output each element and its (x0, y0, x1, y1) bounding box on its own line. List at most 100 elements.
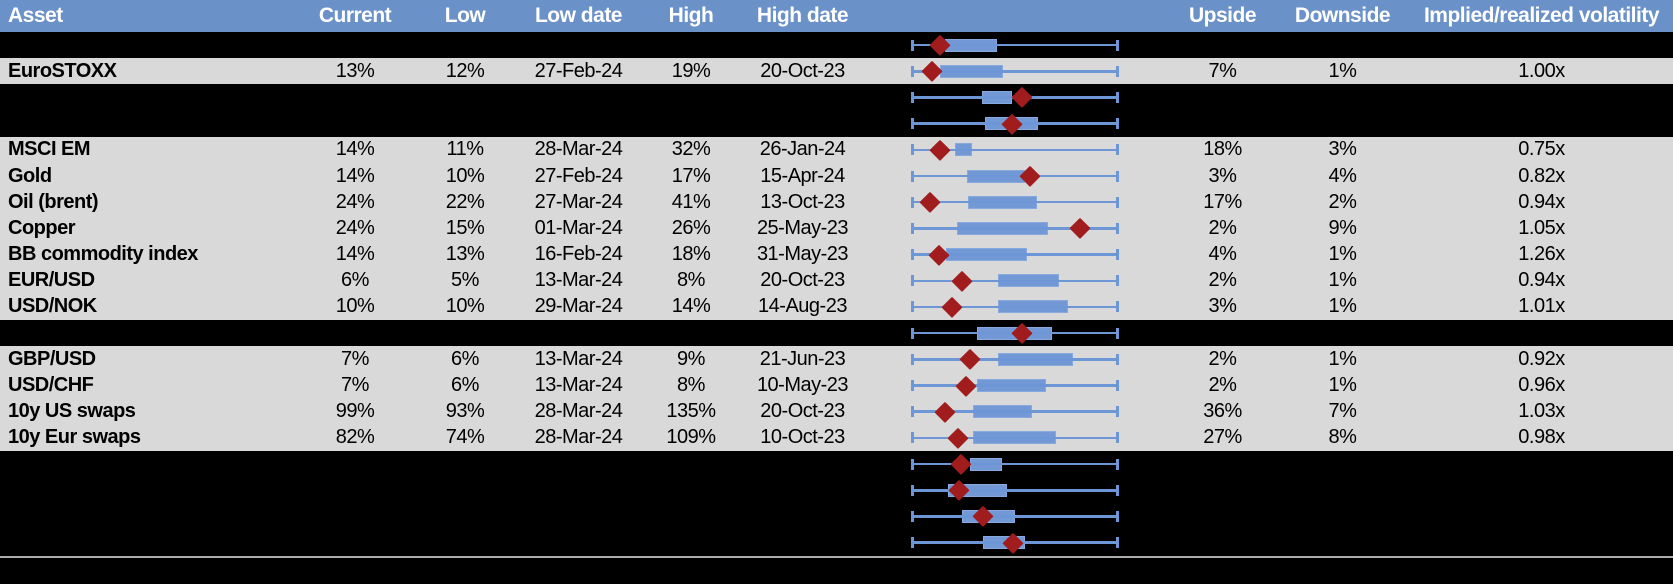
cell-asset[interactable]: USD/NOK (8, 295, 97, 318)
cell-upside[interactable] (1170, 84, 1275, 110)
cell-boxplot[interactable] (860, 320, 1170, 346)
cell-downside[interactable]: 2% (1328, 190, 1357, 213)
cell-implied-realized-volatility[interactable] (1410, 111, 1673, 137)
cell-upside[interactable] (1170, 111, 1275, 137)
cell-low-date[interactable] (520, 111, 637, 137)
cell-implied-realized-volatility[interactable] (1410, 503, 1673, 529)
cell-asset[interactable] (0, 477, 300, 503)
cell-current[interactable]: 13% (335, 59, 375, 82)
cell-low[interactable]: 10% (445, 164, 485, 187)
cell-current[interactable]: 14% (335, 243, 375, 266)
cell-upside[interactable]: 7% (1208, 59, 1237, 82)
cell-boxplot[interactable] (860, 189, 1170, 215)
cell-current[interactable]: 24% (335, 216, 375, 239)
cell-low-date[interactable] (520, 503, 637, 529)
cell-downside[interactable]: 9% (1328, 216, 1357, 239)
cell-high[interactable] (637, 451, 745, 477)
cell-implied-realized-volatility[interactable] (1410, 451, 1673, 477)
cell-boxplot[interactable] (860, 58, 1170, 84)
cell-implied-realized-volatility[interactable]: 0.82x (1518, 164, 1565, 187)
cell-downside[interactable]: 1% (1328, 374, 1357, 397)
column-header-high-date[interactable]: High date (756, 4, 849, 27)
cell-high-date[interactable]: 20-Oct-23 (760, 269, 845, 292)
cell-high[interactable]: 26% (671, 216, 711, 239)
cell-current[interactable]: 10% (335, 295, 375, 318)
cell-low[interactable] (410, 530, 520, 556)
cell-low-date[interactable]: 27-Mar-24 (534, 190, 623, 213)
cell-implied-realized-volatility[interactable]: 0.94x (1518, 190, 1565, 213)
cell-high[interactable] (637, 503, 745, 529)
cell-high[interactable]: 32% (671, 138, 711, 161)
cell-low-date[interactable]: 28-Mar-24 (534, 426, 623, 449)
cell-boxplot[interactable] (860, 163, 1170, 189)
cell-low[interactable]: 22% (445, 190, 485, 213)
cell-high[interactable]: 8% (677, 269, 705, 292)
cell-boxplot[interactable] (860, 242, 1170, 268)
cell-upside[interactable]: 36% (1203, 400, 1242, 423)
cell-high-date[interactable] (745, 503, 860, 529)
cell-high[interactable]: 109% (666, 426, 716, 449)
cell-implied-realized-volatility[interactable]: 0.96x (1518, 374, 1565, 397)
cell-low[interactable]: 10% (445, 295, 485, 318)
cell-boxplot[interactable] (860, 137, 1170, 163)
cell-high-date[interactable] (745, 32, 860, 58)
cell-low-date[interactable] (520, 451, 637, 477)
cell-current[interactable]: 7% (341, 347, 369, 370)
cell-implied-realized-volatility[interactable] (1410, 530, 1673, 556)
cell-high-date[interactable]: 21-Jun-23 (759, 347, 846, 370)
column-header-low[interactable]: Low (444, 4, 486, 27)
cell-low[interactable]: 74% (445, 426, 485, 449)
cell-low-date[interactable]: 28-Mar-24 (534, 400, 623, 423)
cell-asset[interactable]: USD/CHF (8, 374, 94, 397)
cell-low[interactable]: 5% (451, 269, 479, 292)
column-header-boxplot[interactable] (860, 0, 1170, 32)
cell-upside[interactable]: 3% (1208, 164, 1237, 187)
cell-asset[interactable] (0, 320, 300, 346)
cell-asset[interactable] (0, 451, 300, 477)
cell-current[interactable]: 14% (335, 164, 375, 187)
cell-current[interactable] (300, 530, 410, 556)
cell-low-date[interactable]: 27-Feb-24 (534, 59, 623, 82)
cell-current[interactable]: 14% (335, 138, 375, 161)
cell-downside[interactable] (1275, 451, 1410, 477)
cell-high-date[interactable]: 20-Oct-23 (760, 400, 845, 423)
cell-upside[interactable]: 2% (1208, 269, 1237, 292)
cell-boxplot[interactable] (860, 530, 1170, 556)
cell-asset[interactable]: EuroSTOXX (8, 59, 117, 82)
cell-high-date[interactable] (745, 320, 860, 346)
cell-downside[interactable] (1275, 111, 1410, 137)
cell-low-date[interactable]: 13-Mar-24 (534, 269, 623, 292)
cell-low-date[interactable]: 27-Feb-24 (534, 164, 623, 187)
cell-low-date[interactable] (520, 32, 637, 58)
cell-high-date[interactable]: 20-Oct-23 (760, 59, 845, 82)
cell-low-date[interactable] (520, 84, 637, 110)
cell-boxplot[interactable] (860, 111, 1170, 137)
cell-upside[interactable]: 18% (1203, 138, 1242, 161)
cell-boxplot[interactable] (860, 399, 1170, 425)
cell-implied-realized-volatility[interactable] (1410, 320, 1673, 346)
cell-implied-realized-volatility[interactable]: 1.05x (1518, 216, 1565, 239)
cell-boxplot[interactable] (860, 84, 1170, 110)
cell-implied-realized-volatility[interactable]: 0.98x (1518, 426, 1565, 449)
cell-asset[interactable]: 10y Eur swaps (8, 426, 141, 449)
cell-downside[interactable]: 1% (1328, 347, 1357, 370)
cell-low[interactable] (410, 320, 520, 346)
cell-current[interactable]: 7% (341, 374, 369, 397)
cell-high[interactable] (637, 32, 745, 58)
cell-upside[interactable]: 2% (1208, 374, 1237, 397)
cell-downside[interactable] (1275, 320, 1410, 346)
cell-asset[interactable]: EUR/USD (8, 269, 95, 292)
cell-downside[interactable]: 1% (1328, 243, 1357, 266)
cell-implied-realized-volatility[interactable]: 1.26x (1518, 243, 1565, 266)
cell-downside[interactable] (1275, 477, 1410, 503)
cell-boxplot[interactable] (860, 451, 1170, 477)
cell-low-date[interactable]: 13-Mar-24 (534, 374, 623, 397)
cell-asset[interactable] (0, 84, 300, 110)
cell-upside[interactable] (1170, 503, 1275, 529)
cell-low[interactable] (410, 111, 520, 137)
cell-high-date[interactable] (745, 477, 860, 503)
column-header-asset[interactable]: Asset (8, 4, 63, 27)
column-header-high[interactable]: High (668, 4, 714, 27)
cell-asset[interactable] (0, 111, 300, 137)
cell-high[interactable]: 17% (671, 164, 711, 187)
